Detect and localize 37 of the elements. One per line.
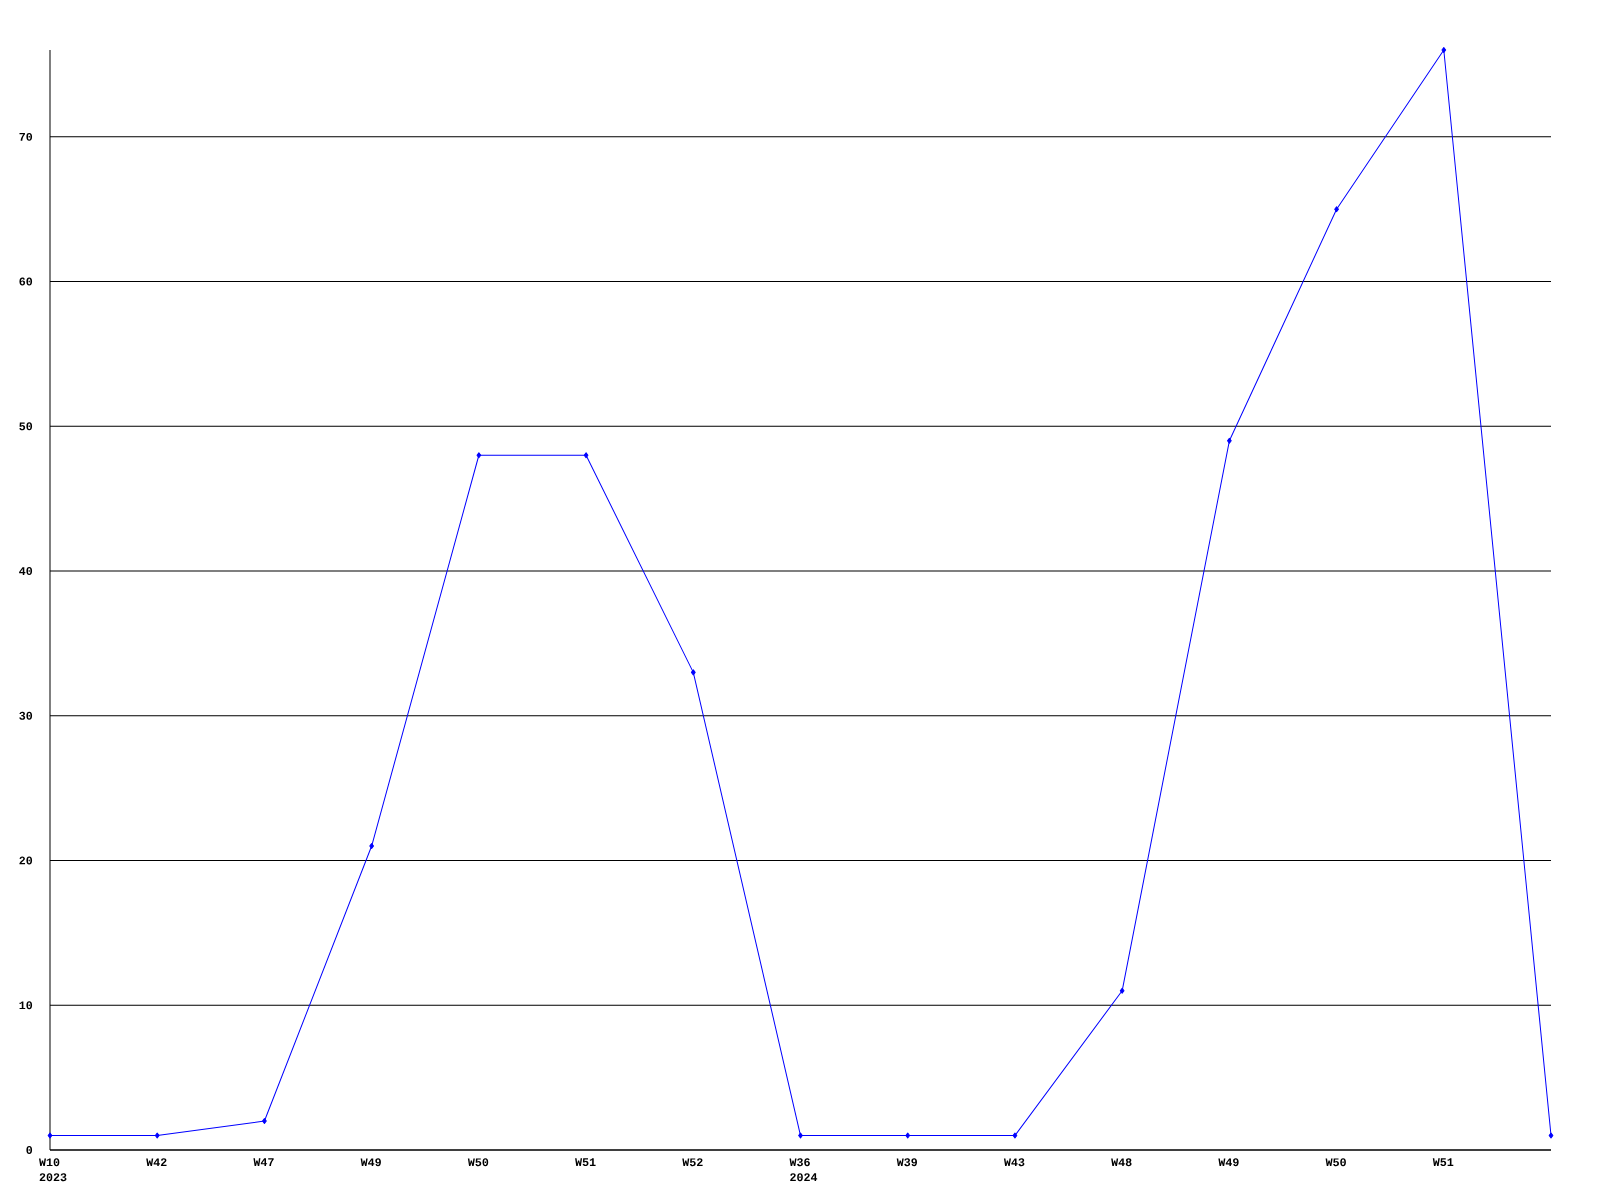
point — [690, 669, 696, 676]
point — [1226, 437, 1232, 444]
point — [583, 452, 589, 459]
x-tick-label: W50 — [467, 1158, 489, 1167]
x-tick-label: W51 — [1432, 1158, 1454, 1167]
x-tick-label: W42 — [146, 1158, 167, 1167]
point — [47, 1132, 53, 1139]
y-tick-label: 40 — [19, 567, 33, 575]
y-tick-label: 0 — [26, 1146, 33, 1154]
x-tick-label: W52 — [682, 1158, 703, 1167]
point — [1334, 206, 1339, 213]
x-tick-label: W39 — [896, 1158, 918, 1167]
point — [1012, 1132, 1018, 1139]
y-tick-label: 20 — [19, 856, 33, 865]
x-tick-label: W49 — [360, 1158, 381, 1167]
point — [154, 1132, 160, 1139]
x-tick-label: W47 — [253, 1158, 274, 1166]
y-tick-label: 50 — [19, 422, 33, 431]
y-tick-label: 30 — [19, 711, 33, 720]
point — [262, 1118, 267, 1125]
point — [476, 452, 482, 459]
x-tick-label: W36 2024 — [789, 1158, 818, 1182]
x-tick-label: W50 — [1325, 1158, 1346, 1167]
point — [1119, 987, 1125, 994]
y-tick-label: 70 — [19, 132, 33, 141]
x-tick-label: W10 2023 — [39, 1158, 67, 1182]
point — [1548, 1132, 1554, 1139]
x-tick-label: W49 — [1218, 1158, 1239, 1167]
x-tick-label: W48 — [1111, 1158, 1132, 1167]
y-tick-label: 60 — [19, 277, 33, 286]
point — [905, 1132, 911, 1139]
x-tick-label: W43 — [1003, 1158, 1025, 1167]
point — [1441, 46, 1447, 53]
y-tick-label: 10 — [19, 1001, 33, 1010]
x-tick-label: W51 — [575, 1158, 596, 1167]
point — [369, 843, 375, 850]
point — [798, 1132, 803, 1139]
